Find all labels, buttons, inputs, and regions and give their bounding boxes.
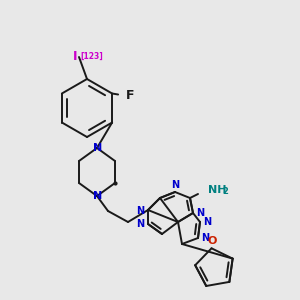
Text: N: N <box>93 191 103 201</box>
Text: N: N <box>93 143 103 153</box>
Text: N: N <box>203 217 211 227</box>
Text: N: N <box>171 180 179 190</box>
Text: 2: 2 <box>222 187 228 196</box>
Text: I: I <box>73 50 77 62</box>
Text: F: F <box>126 89 135 102</box>
Text: NH: NH <box>208 185 226 195</box>
Text: O: O <box>208 236 217 246</box>
Text: N: N <box>201 233 209 243</box>
Text: N: N <box>136 219 144 229</box>
Text: N: N <box>196 208 204 218</box>
Text: [123]: [123] <box>80 52 103 61</box>
Text: N: N <box>136 206 144 216</box>
